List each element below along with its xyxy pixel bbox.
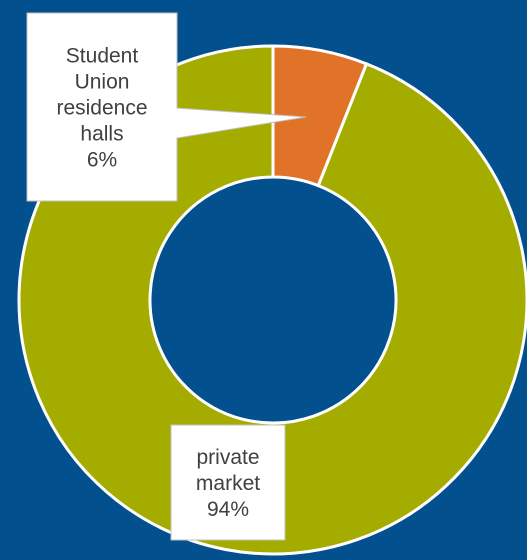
label-private-market: private market 94%: [170, 424, 286, 541]
label-box: [170, 424, 286, 541]
label-percent: 94%: [207, 498, 249, 521]
label-text-line: Union: [75, 70, 130, 93]
label-text-line: market: [196, 472, 260, 495]
label-student-union-residence-halls: Student Union residence halls 6%: [26, 12, 307, 202]
slice-labels: Student Union residence halls 6% private marke…: [26, 12, 307, 541]
label-text-line: residence: [56, 96, 147, 119]
label-text-line: halls: [80, 122, 123, 145]
label-text-line: Student: [66, 44, 139, 67]
label-text-line: private: [196, 446, 259, 469]
label-callout-box: [26, 12, 307, 202]
label-percent: 6%: [87, 148, 117, 171]
